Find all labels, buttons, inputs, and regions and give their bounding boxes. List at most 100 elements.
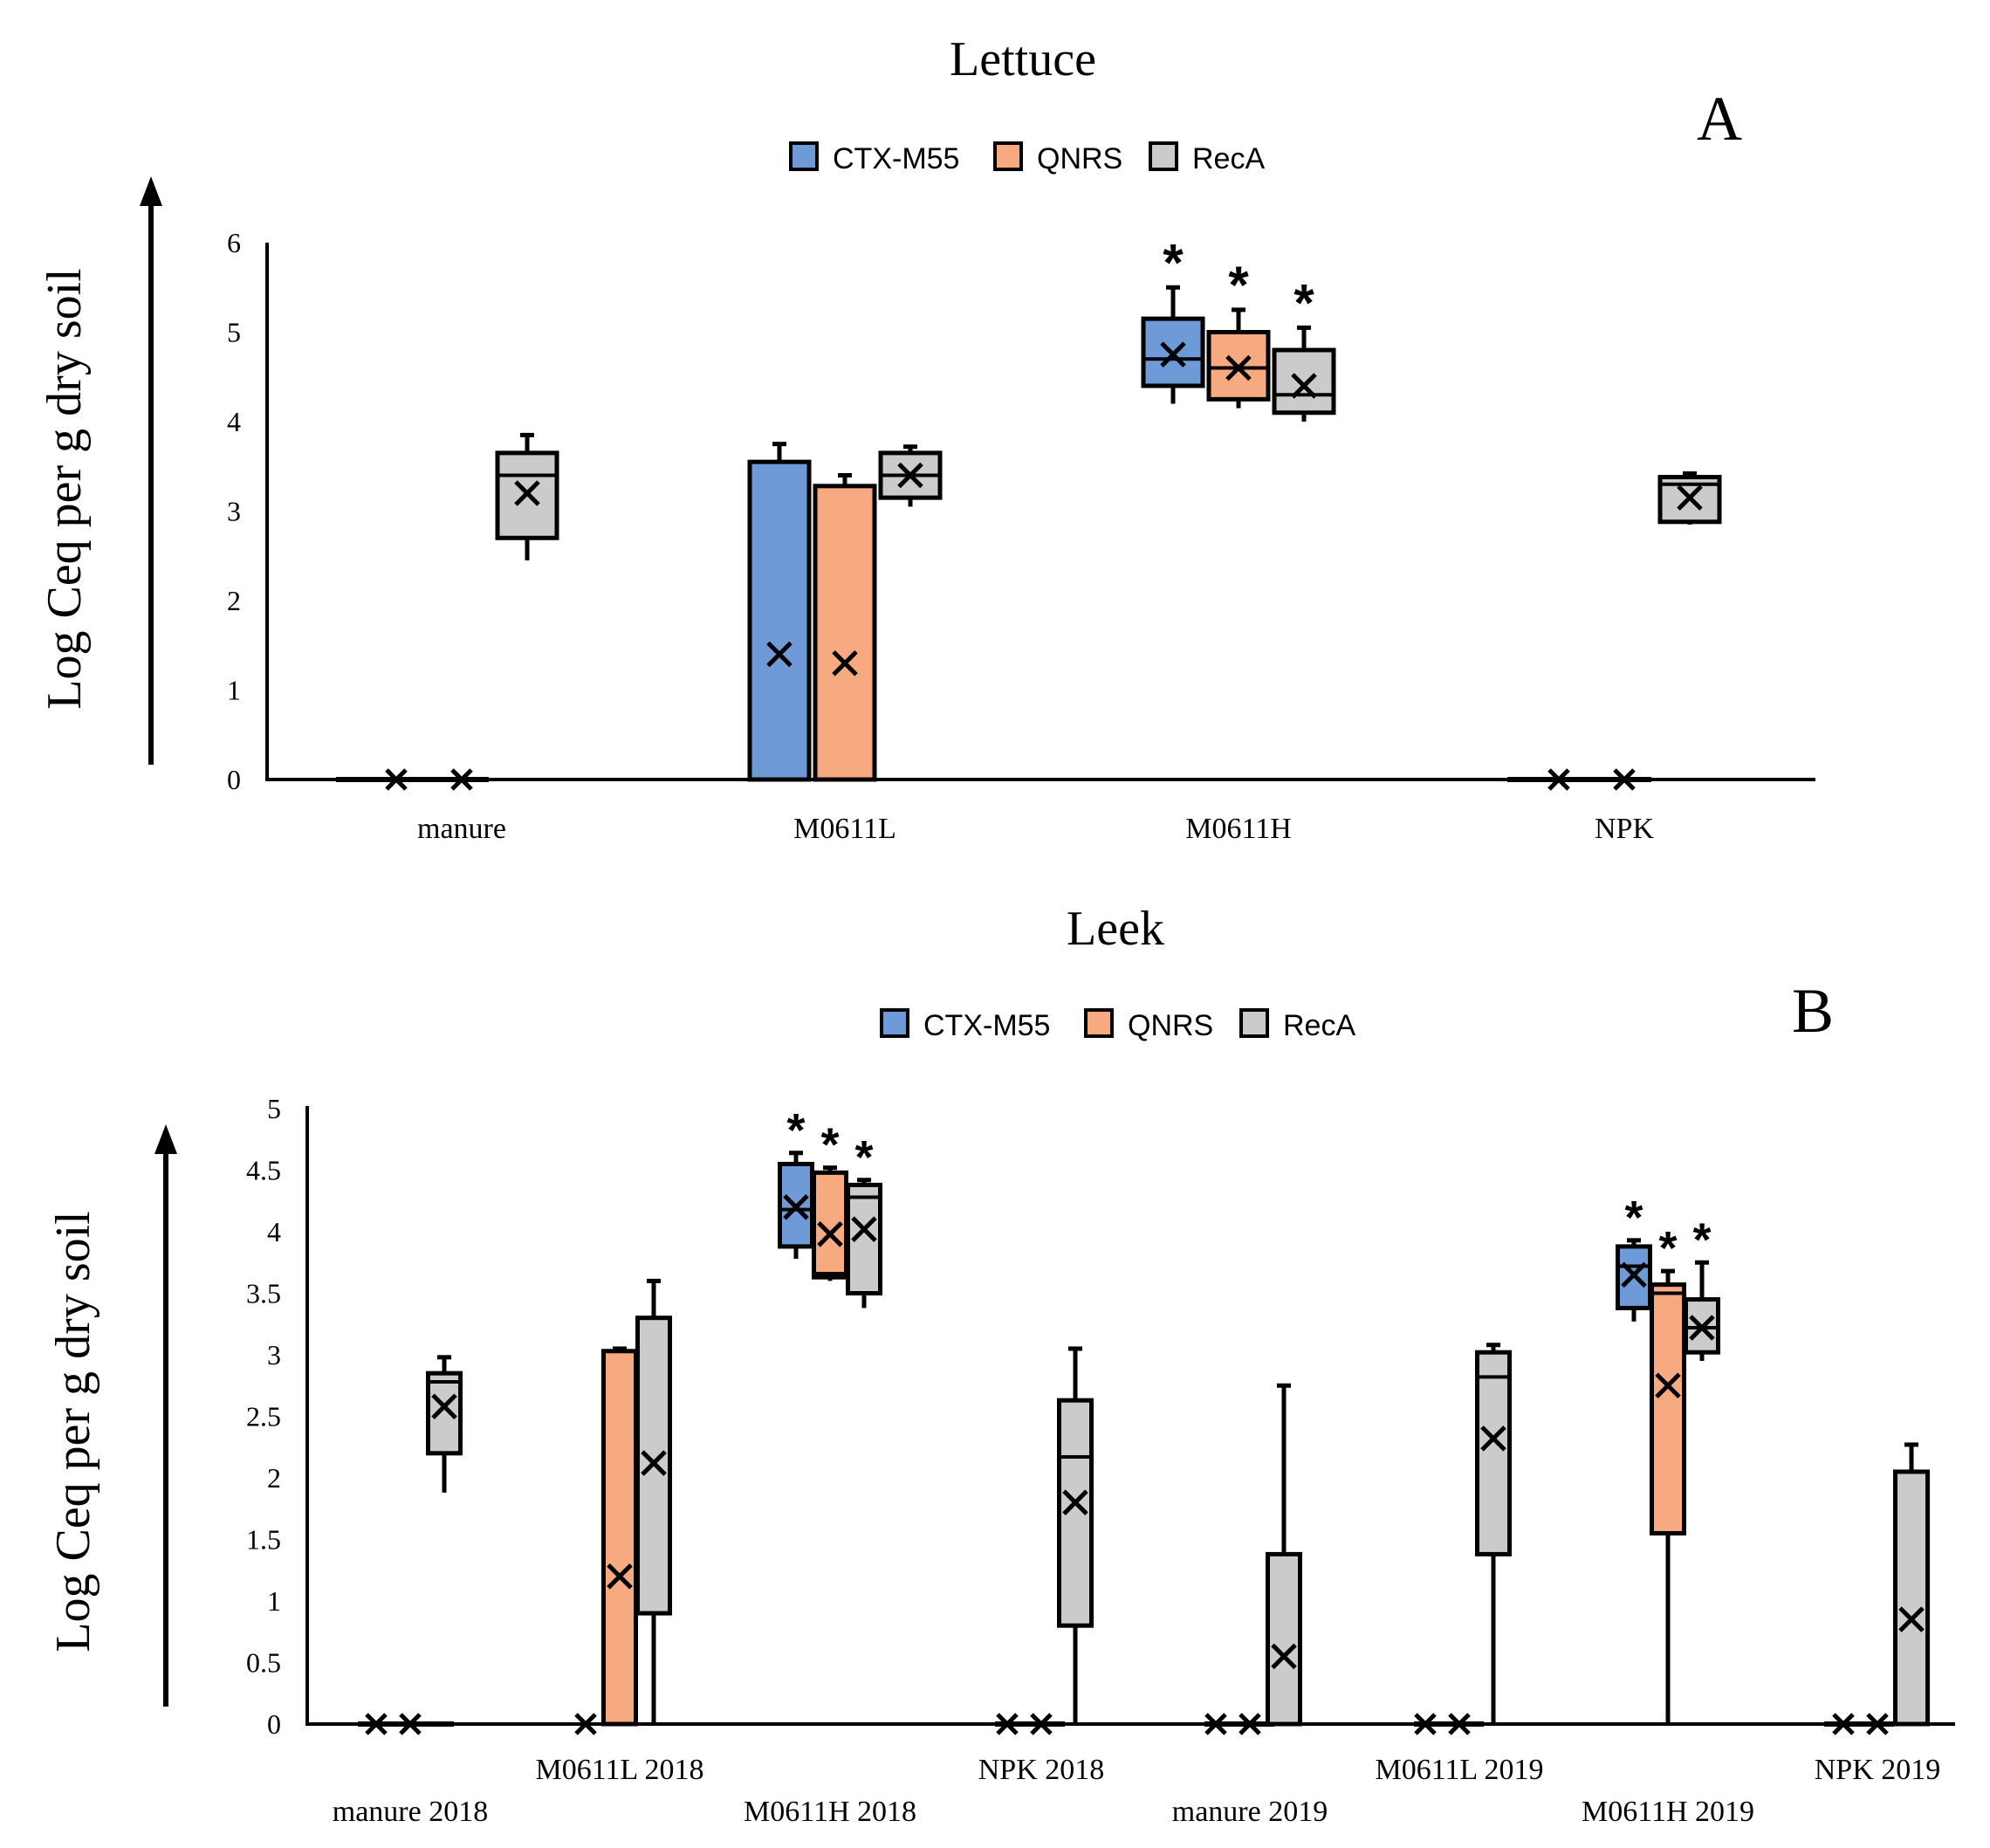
box-npk-2018-ctx-m55-mean-marker (996, 1713, 1019, 1735)
y-arrow-head (140, 176, 162, 206)
box-manure-2019-reca-mean-marker (1271, 1643, 1297, 1670)
legend: CTX-M55 QNRS RecA (789, 141, 1265, 175)
y-tick-label: 4 (267, 1216, 281, 1247)
panel-a: Lettuce A CTX-M55 QNRS RecA Log Ceq per … (38, 32, 1815, 845)
legend-label-ctx-m55: CTX-M55 (923, 1009, 1050, 1042)
box-m0611l-qnrs (813, 484, 877, 782)
box-manure-2018-reca-mean-marker (431, 1393, 457, 1419)
legend-label-reca: RecA (1192, 142, 1265, 175)
legend-swatch-qnrs (993, 141, 1023, 171)
box-m0611h-2019-qnrs (1650, 1282, 1686, 1535)
panel-b: Leek B CTX-M55 QNRS RecA Log Ceq per g d… (46, 902, 1955, 1828)
box-m0611l-2019-qnrs-mean-marker (1448, 1713, 1471, 1735)
y-tick-label: 2 (227, 585, 241, 616)
box-manure-2019-qnrs-mean-marker (1239, 1713, 1261, 1735)
box-m0611l-2019-reca-mean-marker (1480, 1426, 1506, 1452)
x-tick-label-m0611l: M0611L (793, 813, 896, 845)
box-m0611h-2018-qnrs-significance-star: * (820, 1119, 839, 1171)
y-tick-label: 3.5 (246, 1278, 281, 1309)
box-m0611l-reca-mean-marker (897, 462, 923, 489)
plot-area: * * * (336, 233, 1722, 791)
box-m0611l-ctx-m55 (747, 459, 812, 782)
legend-swatch-reca (1149, 141, 1178, 171)
box-m0611h-2018-reca-significance-star: * (854, 1131, 873, 1184)
box-m0611l-2019-ctx-m55-mean-marker (1414, 1713, 1437, 1735)
y-tick-labels: 0 0.5 1 1.5 2 2.5 3 3.5 4 4.5 5 (246, 1093, 281, 1740)
box-npk-2019-reca-mean-marker (1898, 1606, 1925, 1632)
x-tick-label-m0611h: M0611H (1185, 813, 1292, 845)
x-tick-labels: manure 2018 M0611L 2018 M0611H 2018 NPK 201… (333, 1754, 1940, 1828)
y-tick-label: 0 (267, 1708, 281, 1740)
y-tick-label: 3 (267, 1339, 281, 1371)
box-npk-2018-reca-mean-marker (1062, 1489, 1088, 1515)
box-m0611h-reca-mean-marker (1291, 373, 1317, 399)
box-manure-reca-mean-marker (514, 480, 540, 506)
y-tick-label: 6 (227, 227, 241, 258)
panel-letter: A (1697, 84, 1742, 154)
box-m0611l-2018-reca-mean-marker (641, 1450, 667, 1476)
x-tick-label-m0611l-2018: M0611L 2018 (536, 1754, 704, 1786)
plot-area: * * * * * * (358, 1104, 1930, 1735)
y-arrow-head (154, 1124, 177, 1154)
box-m0611h-qnrs-significance-star: * (1228, 256, 1249, 314)
box-manure-2018-ctx-m55-mean-marker (365, 1713, 388, 1735)
x-tick-label-npk-2018: NPK 2018 (978, 1754, 1105, 1786)
chart-title: Lettuce (950, 32, 1096, 86)
box-npk-2019-qnrs-mean-marker (1866, 1713, 1889, 1735)
legend-swatch-reca (1239, 1008, 1269, 1038)
y-tick-labels: 0 1 2 3 4 5 6 (227, 227, 241, 795)
box-m0611h-2019-reca-mean-marker (1689, 1315, 1715, 1341)
box-m0611h-ctx-m55-mean-marker (1160, 341, 1186, 368)
y-tick-label: 4.5 (246, 1155, 281, 1186)
box-m0611h-2019-ctx-m55-significance-star: * (1624, 1192, 1643, 1244)
legend: CTX-M55 QNRS RecA (880, 1008, 1355, 1042)
panel-letter: B (1792, 976, 1834, 1046)
legend-label-reca: RecA (1283, 1009, 1355, 1042)
box-npk-qnrs-mean-marker (1613, 768, 1636, 791)
x-tick-label-m0611h-2019: M0611H 2019 (1582, 1796, 1754, 1828)
legend-swatch-ctx-m55 (880, 1008, 909, 1038)
y-tick-label: 3 (227, 496, 241, 527)
y-tick-label: 1 (267, 1585, 281, 1617)
legend-label-qnrs: QNRS (1128, 1009, 1213, 1042)
box-manure-2019-ctx-m55-mean-marker (1204, 1713, 1227, 1735)
box-m0611h-2019-qnrs-significance-star: * (1658, 1222, 1677, 1274)
box-manure-ctx-m55-mean-marker (385, 768, 408, 791)
y-axis-label: Log Ceq per g dry soil (46, 1211, 100, 1652)
box-manure-qnrs-mean-marker (450, 768, 473, 791)
box-m0611l-2018-qnrs-mean-marker (607, 1563, 633, 1590)
x-tick-label-m0611h-2018: M0611H 2018 (744, 1796, 916, 1828)
chart-title: Leek (1067, 902, 1164, 956)
x-tick-label-m0611l-2019: M0611L 2019 (1376, 1754, 1544, 1786)
y-tick-label: 2.5 (246, 1401, 281, 1432)
box-m0611h-2018-reca-mean-marker (851, 1216, 877, 1242)
box-npk-2018-qnrs-mean-marker (1030, 1713, 1053, 1735)
box-m0611l-qnrs-mean-marker (832, 649, 858, 677)
y-tick-label: 0.5 (246, 1647, 281, 1679)
box-manure-2019-reca (1266, 1551, 1302, 1727)
box-npk-2019-reca (1893, 1469, 1930, 1727)
box-m0611h-2018-ctx-m55-significance-star: * (786, 1104, 805, 1157)
box-m0611h-2018-qnrs-mean-marker (817, 1221, 843, 1247)
x-tick-label-manure-2018: manure 2018 (333, 1796, 488, 1828)
y-tick-label: 5 (227, 317, 241, 348)
x-tick-label-manure: manure (417, 813, 506, 845)
x-tick-labels: manure M0611L M0611H NPK (417, 813, 1654, 845)
y-tick-label: 1 (227, 675, 241, 706)
box-m0611l-2018-ctx-m55-mean-marker (574, 1713, 597, 1735)
box-m0611h-reca (1272, 347, 1336, 416)
box-m0611l-2018-qnrs (601, 1349, 638, 1727)
box-m0611h-qnrs-mean-marker (1225, 354, 1252, 381)
box-manure-2018-reca (426, 1371, 463, 1456)
box-m0611l-2019-reca (1475, 1350, 1512, 1556)
y-tick-label: 0 (227, 764, 241, 795)
y-tick-label: 2 (267, 1462, 281, 1494)
box-m0611h-2019-qnrs-mean-marker (1655, 1372, 1681, 1399)
x-tick-label-manure-2019: manure 2019 (1172, 1796, 1328, 1828)
box-m0611h-reca-significance-star: * (1294, 273, 1314, 332)
box-manure-2018-qnrs-mean-marker (399, 1713, 422, 1735)
y-axis-label: Log Ceq per g dry soil (38, 268, 92, 709)
legend-swatch-qnrs (1084, 1008, 1114, 1038)
